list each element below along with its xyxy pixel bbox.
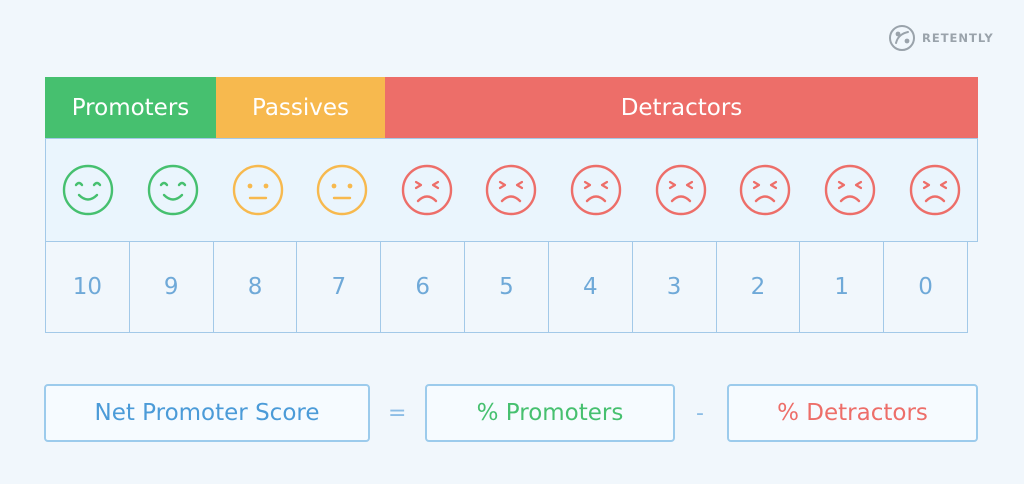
formula-result-box: Net Promoter Score <box>44 384 370 442</box>
sad-face-icon <box>469 139 554 241</box>
retently-logo-icon <box>888 24 916 52</box>
score-cell: 3 <box>631 241 717 333</box>
retently-logo: RETENTLY <box>888 24 994 52</box>
formula-promoters-box: % Promoters <box>425 384 675 442</box>
neutral-face-icon <box>300 139 385 241</box>
score-cell: 10 <box>45 241 130 333</box>
sad-face-icon <box>723 139 808 241</box>
happy-face-icon <box>131 139 216 241</box>
score-cell: 4 <box>547 241 633 333</box>
score-row: 10 9 8 7 6 5 4 3 2 1 0 <box>45 241 978 333</box>
face-row <box>45 138 978 242</box>
equals-sign: = <box>388 400 407 426</box>
sad-face-icon <box>385 139 470 241</box>
category-detractors: Detractors <box>385 77 978 138</box>
score-cell: 9 <box>128 241 214 333</box>
category-promoters: Promoters <box>45 77 216 138</box>
score-cell: 6 <box>380 241 466 333</box>
sad-face-icon <box>554 139 639 241</box>
logo-text: RETENTLY <box>922 31 994 45</box>
category-row: Promoters Passives Detractors <box>45 77 978 138</box>
score-cell: 1 <box>799 241 885 333</box>
happy-face-icon <box>46 139 131 241</box>
score-cell: 0 <box>883 241 968 333</box>
score-cell: 2 <box>715 241 801 333</box>
nps-scale: Promoters Passives Detractors 10 9 8 7 6 5 4 3 2… <box>45 77 978 333</box>
formula-detractors-box: % Detractors <box>727 384 978 442</box>
score-cell: 7 <box>296 241 382 333</box>
score-cell: 5 <box>464 241 549 333</box>
neutral-face-icon <box>215 139 300 241</box>
sad-face-icon <box>638 139 723 241</box>
nps-formula: Net Promoter Score = % Promoters - % Det… <box>0 384 1024 446</box>
score-cell: 8 <box>212 241 298 333</box>
minus-sign: - <box>696 400 704 426</box>
category-passives: Passives <box>216 77 385 138</box>
sad-face-icon <box>808 139 893 241</box>
sad-face-icon <box>892 139 977 241</box>
